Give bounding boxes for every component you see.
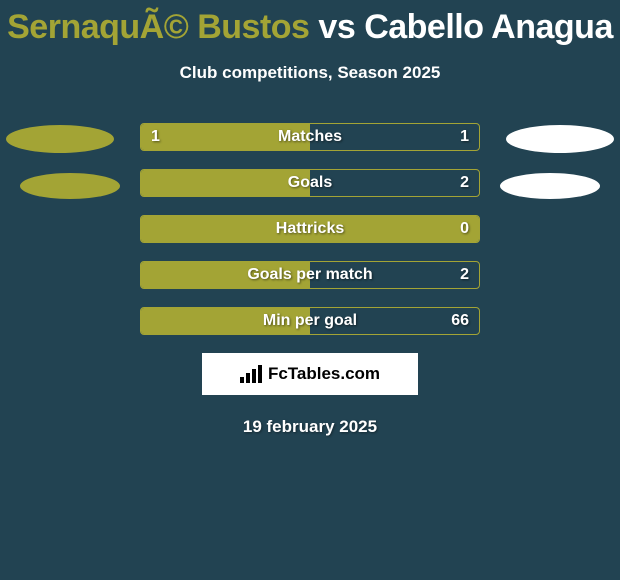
- bar-value-right: 0: [460, 220, 469, 238]
- bar-value-left: 1: [151, 128, 160, 146]
- bars-container: 1 Matches 1 Goals 2 Hattricks 0 Goals per match…: [140, 123, 480, 335]
- bar-label: Hattricks: [276, 220, 344, 238]
- logo-text: FcTables.com: [268, 364, 380, 384]
- bar-label: Goals per match: [247, 266, 372, 284]
- player2-name: Cabello Anagua: [364, 8, 613, 46]
- comparison-title: SernaquÃ© Bustos vs Cabello Anagua: [0, 0, 620, 47]
- stat-bar: Goals 2: [140, 169, 480, 197]
- player2-ellipse-2: [500, 173, 600, 199]
- stat-bar: Min per goal 66: [140, 307, 480, 335]
- stat-bar: 1 Matches 1: [140, 123, 480, 151]
- bar-label: Min per goal: [263, 312, 357, 330]
- bar-value-right: 2: [460, 174, 469, 192]
- player1-ellipse-1: [6, 125, 114, 153]
- stats-area: 1 Matches 1 Goals 2 Hattricks 0 Goals per match…: [0, 123, 620, 335]
- bar-fill: [141, 170, 310, 196]
- vs-text: vs: [318, 8, 355, 46]
- bar-value-right: 2: [460, 266, 469, 284]
- bar-label: Matches: [278, 128, 342, 146]
- bar-value-right: 66: [451, 312, 469, 330]
- player1-name: SernaquÃ© Bustos: [7, 8, 309, 46]
- stat-bar: Goals per match 2: [140, 261, 480, 289]
- player2-ellipse-1: [506, 125, 614, 153]
- bar-value-right: 1: [460, 128, 469, 146]
- subtitle-text: Club competitions, Season 2025: [0, 63, 620, 83]
- stat-bar: Hattricks 0: [140, 215, 480, 243]
- fctables-logo: FcTables.com: [202, 353, 418, 395]
- bar-label: Goals: [288, 174, 332, 192]
- chart-icon: [240, 365, 262, 383]
- date-text: 19 february 2025: [0, 417, 620, 437]
- player1-ellipse-2: [20, 173, 120, 199]
